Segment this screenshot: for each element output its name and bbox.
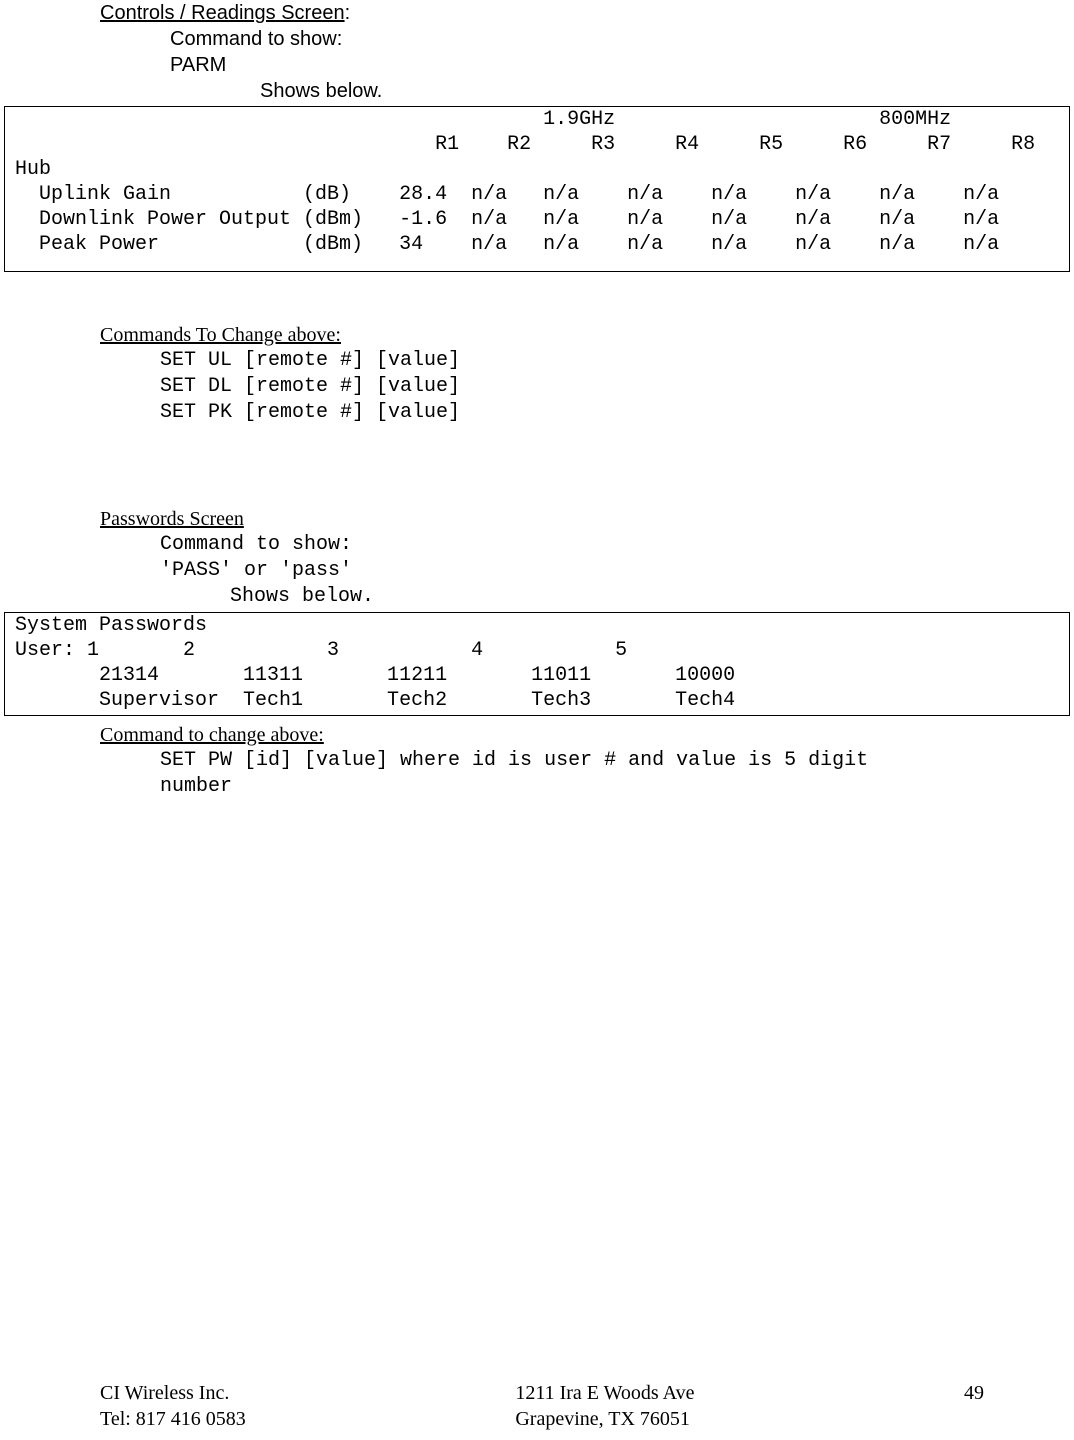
hub-table: 1.9GHz 800MHz R1 R2 R3 R4 R5 R6 R7 R8 Hu… xyxy=(4,106,1070,272)
set-pk-cmd: SET PK [remote #] [value] xyxy=(160,400,1074,426)
footer-addr1: 1211 Ira E Woods Ave xyxy=(515,1380,694,1406)
shows-below-label-2: Shows below. xyxy=(230,584,1074,610)
command-to-show-label: Command to show: xyxy=(170,26,1074,52)
commands-to-change-title: Commands To Change above: xyxy=(100,324,341,346)
set-ul-cmd: SET UL [remote #] [value] xyxy=(160,348,1074,374)
footer-center: 1211 Ira E Woods Ave Grapevine, TX 76051 xyxy=(515,1380,694,1432)
set-dl-cmd: SET DL [remote #] [value] xyxy=(160,374,1074,400)
set-pw-cmd-l2: number xyxy=(160,774,1074,800)
hub-table-content: 1.9GHz 800MHz R1 R2 R3 R4 R5 R6 R7 R8 Hu… xyxy=(15,107,1059,257)
set-pw-cmd-l1: SET PW [id] [value] where id is user # a… xyxy=(160,748,1074,774)
footer-addr2: Grapevine, TX 76051 xyxy=(515,1406,694,1432)
command-to-change-pw-title: Command to change above: xyxy=(100,724,324,746)
page-footer: CI Wireless Inc. Tel: 817 416 0583 1211 … xyxy=(0,1380,1074,1432)
footer-company: CI Wireless Inc. xyxy=(100,1380,246,1406)
passwords-table-content: System Passwords User: 1 2 3 4 5 21314 1… xyxy=(15,613,1059,713)
colon: : xyxy=(345,2,351,24)
shows-below-label: Shows below. xyxy=(260,78,1074,104)
command-to-show-label-2: Command to show: xyxy=(160,532,1074,558)
passwords-table: System Passwords User: 1 2 3 4 5 21314 1… xyxy=(4,612,1070,716)
footer-page: 49 xyxy=(964,1380,984,1406)
footer-tel: Tel: 817 416 0583 xyxy=(100,1406,246,1432)
controls-readings-title: Controls / Readings Screen xyxy=(100,2,345,24)
parm-label: PARM xyxy=(170,52,1074,78)
pass-command: 'PASS' or 'pass' xyxy=(160,558,1074,584)
footer-left: CI Wireless Inc. Tel: 817 416 0583 xyxy=(100,1380,246,1432)
passwords-screen-title: Passwords Screen xyxy=(100,508,244,530)
footer-right: 49 xyxy=(964,1380,984,1432)
